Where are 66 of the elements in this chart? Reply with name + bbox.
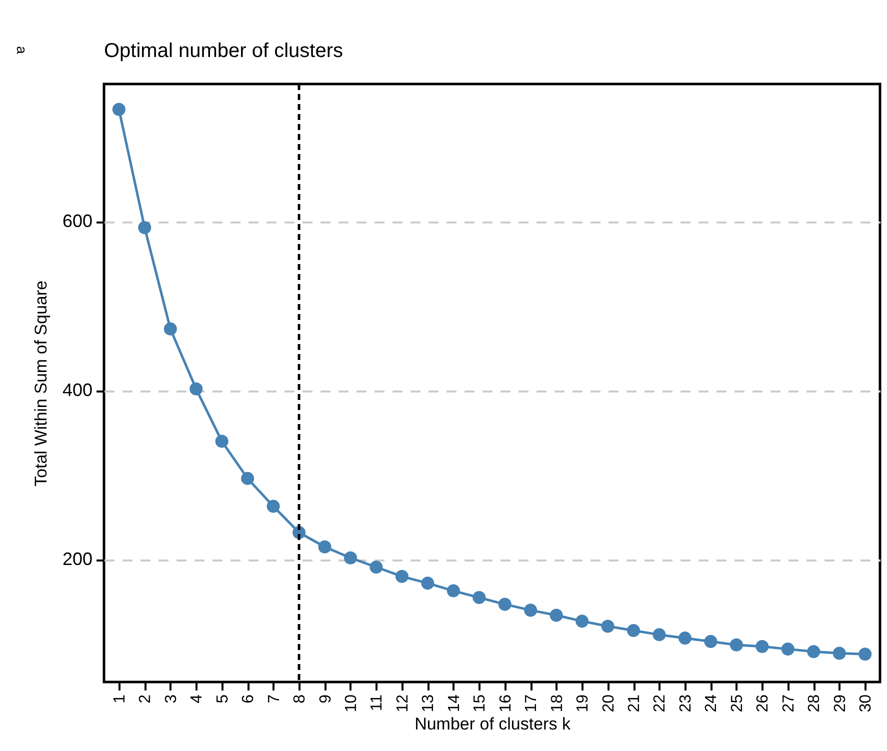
point — [112, 102, 126, 116]
x-tick-label: 15 — [472, 694, 489, 712]
x-tick-label: 12 — [394, 694, 412, 712]
point — [730, 638, 743, 652]
x-tick-label: 20 — [600, 694, 618, 712]
point — [370, 560, 383, 574]
x-tick-label: 6 — [240, 694, 258, 704]
x-tick-label: 16 — [497, 694, 514, 712]
point — [395, 570, 408, 583]
point — [215, 434, 228, 448]
point — [652, 628, 666, 642]
y-axis-title: Total Within Sum of Square — [31, 280, 50, 486]
point — [832, 646, 846, 660]
point — [446, 584, 460, 598]
text: a — [14, 46, 30, 54]
x-tick-label: 18 — [548, 694, 566, 712]
x-tick-label: 21 — [626, 694, 644, 712]
point — [781, 642, 794, 656]
point — [498, 598, 512, 611]
x-tick-label: 11 — [368, 694, 386, 712]
x-tick-label: 3 — [162, 694, 180, 704]
x-tick-label: 1 — [111, 694, 128, 704]
x-tick-label: 26 — [754, 694, 772, 712]
point — [626, 624, 640, 637]
x-tick-label: 13 — [420, 694, 438, 712]
point — [241, 472, 254, 485]
point — [190, 382, 203, 396]
x-axis-title: Number of clusters k — [414, 714, 571, 734]
x-tick-label: 5 — [214, 694, 232, 704]
x-tick-label: 24 — [703, 694, 720, 712]
y-tick-label: 600 — [62, 211, 92, 232]
x-tick-label: 2 — [137, 694, 154, 704]
x-tick-label: 28 — [806, 694, 824, 712]
x-tick-label: 23 — [677, 694, 694, 712]
point — [164, 322, 177, 336]
x-tick-label: 7 — [266, 694, 283, 704]
x-tick-label: 27 — [780, 694, 798, 712]
x-tick-label: 25 — [728, 694, 746, 712]
x-tick-label: 4 — [188, 694, 206, 704]
x-tick-label: 9 — [317, 694, 334, 704]
point — [807, 645, 820, 658]
y-tick-label: 400 — [62, 380, 92, 400]
x-tick-label: 8 — [292, 694, 309, 704]
point — [138, 221, 152, 234]
point — [601, 620, 614, 633]
point — [576, 614, 589, 628]
point — [266, 500, 280, 513]
chart-title: Optimal number of clusters — [104, 40, 343, 62]
point — [550, 608, 563, 622]
point — [858, 648, 872, 661]
x-tick-label: 19 — [574, 694, 592, 712]
point — [421, 576, 434, 590]
x-tick-label: 30 — [858, 694, 875, 712]
point — [472, 591, 486, 604]
point — [756, 640, 769, 654]
y-tick-label: 200 — [62, 549, 92, 570]
x-tick-label: 17 — [523, 694, 540, 712]
point — [678, 632, 692, 645]
x-tick-label: 10 — [342, 694, 360, 712]
point — [704, 634, 718, 648]
point — [524, 604, 538, 617]
x-tick-label: 22 — [652, 694, 669, 712]
x-tick-label: 29 — [832, 694, 849, 712]
point — [344, 551, 358, 564]
point — [318, 540, 332, 554]
x-tick-label: 14 — [446, 694, 463, 712]
